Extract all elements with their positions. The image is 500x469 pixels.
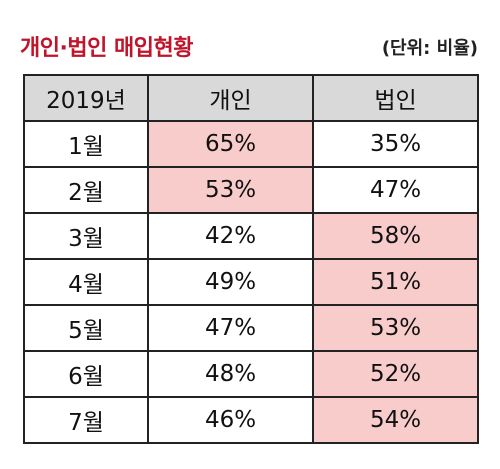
- header-corporate: 법인: [312, 74, 479, 122]
- unit-note: (단위: 비율): [381, 38, 478, 59]
- table-title: 개인·법인 매입현황: [20, 36, 193, 61]
- month-cell: 5월: [23, 304, 149, 352]
- table-row: 3월 42% 58%: [23, 212, 479, 260]
- header-individual: 개인: [147, 74, 314, 122]
- table-row: 2월 53% 47%: [23, 166, 479, 214]
- month-cell: 6월: [23, 350, 149, 398]
- table-row: 1월 65% 35%: [23, 120, 479, 168]
- month-cell: 4월: [23, 258, 149, 306]
- header-year: 2019년: [23, 74, 149, 122]
- corporate-cell: 51%: [312, 258, 479, 306]
- table-row: 6월 48% 52%: [23, 350, 479, 398]
- individual-cell: 53%: [147, 166, 314, 214]
- purchase-table: 2019년 개인 법인 1월 65% 35% 2월 53% 47% 3월 42%…: [23, 74, 479, 444]
- month-cell: 3월: [23, 212, 149, 260]
- corporate-cell: 54%: [312, 396, 479, 444]
- month-cell: 7월: [23, 396, 149, 444]
- individual-cell: 49%: [147, 258, 314, 306]
- individual-cell: 48%: [147, 350, 314, 398]
- table-row: 4월 49% 51%: [23, 258, 479, 306]
- table-row: 5월 47% 53%: [23, 304, 479, 352]
- header-row: 2019년 개인 법인: [23, 74, 479, 122]
- individual-cell: 65%: [147, 120, 314, 168]
- month-cell: 1월: [23, 120, 149, 168]
- corporate-cell: 47%: [312, 166, 479, 214]
- corporate-cell: 52%: [312, 350, 479, 398]
- corporate-cell: 35%: [312, 120, 479, 168]
- month-cell: 2월: [23, 166, 149, 214]
- table-row: 7월 46% 54%: [23, 396, 479, 444]
- corporate-cell: 58%: [312, 212, 479, 260]
- individual-cell: 46%: [147, 396, 314, 444]
- corporate-cell: 53%: [312, 304, 479, 352]
- individual-cell: 47%: [147, 304, 314, 352]
- individual-cell: 42%: [147, 212, 314, 260]
